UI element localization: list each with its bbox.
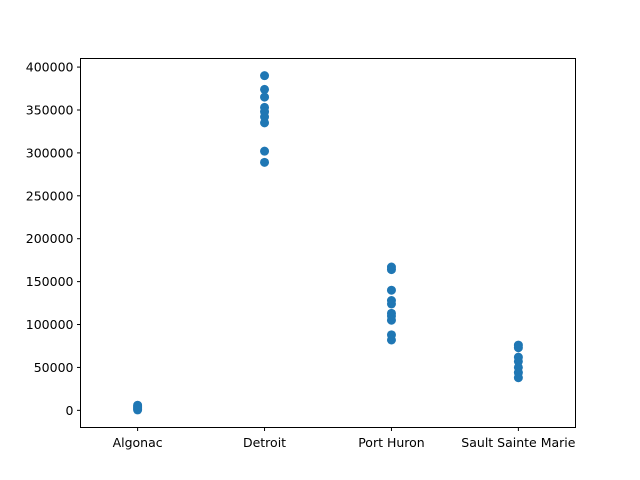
y-tick-label: 300000 [26, 145, 74, 160]
y-tick-label: 350000 [26, 102, 74, 117]
data-point [260, 84, 270, 94]
data-point [260, 146, 270, 156]
y-tick-label: 0 [66, 403, 74, 418]
data-point [386, 285, 396, 295]
y-tick-label: 100000 [26, 317, 74, 332]
data-point [133, 405, 143, 415]
data-point [260, 71, 270, 81]
data-point [513, 343, 523, 353]
y-tick-label: 50000 [34, 360, 74, 375]
y-tick-label: 250000 [26, 188, 74, 203]
data-points-layer [133, 71, 523, 415]
y-tick-label: 200000 [26, 231, 74, 246]
x-tick-label: Algonac [113, 435, 163, 450]
y-tick-label: 400000 [26, 60, 74, 75]
data-point [260, 157, 270, 167]
data-point [260, 92, 270, 102]
x-axis-ticks: Algonac Detroit Port Huron Sault Sainte Mar… [113, 427, 576, 450]
x-tick-label: Detroit [243, 435, 286, 450]
x-tick-label: Sault Sainte Marie [461, 435, 575, 450]
plot-area-frame [80, 58, 576, 428]
y-tick-label: 150000 [26, 274, 74, 289]
y-axis-ticks: 0 50000 100000 150000 200000 250000 300000 3500… [26, 60, 81, 418]
data-point [386, 315, 396, 325]
data-point [386, 335, 396, 345]
data-point [513, 373, 523, 383]
x-tick-label: Port Huron [358, 435, 425, 450]
data-point [386, 299, 396, 309]
data-point [260, 118, 270, 128]
data-point [386, 265, 396, 275]
